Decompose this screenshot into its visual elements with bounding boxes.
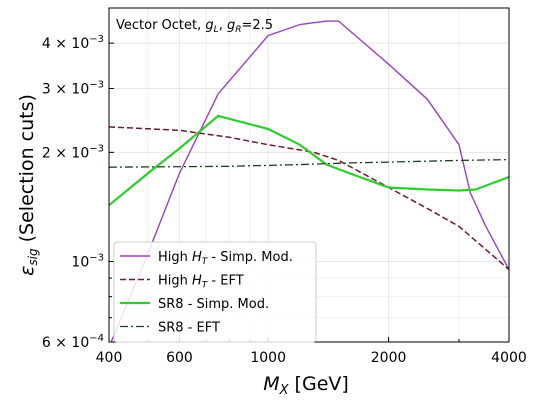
legend-label-1: High HT - EFT xyxy=(158,274,244,291)
y-tick-label: 10−3 xyxy=(71,253,104,271)
y-axis-title-rest: (Selection cuts) xyxy=(16,94,38,248)
series-layer xyxy=(109,20,509,342)
legend-sub: T xyxy=(202,257,209,267)
y-tick-exponent: −3 xyxy=(89,143,104,154)
legend-var: H xyxy=(192,274,202,289)
y-tick-exponent: −3 xyxy=(89,34,104,45)
x-axis-title-unit: [GeV] xyxy=(289,373,349,395)
x-tick-label: 2000 xyxy=(371,350,407,366)
y-tick-mantissa: 4 × 10 xyxy=(42,36,89,52)
y-tick-exponent: −3 xyxy=(89,253,104,264)
series-line-2 xyxy=(109,114,509,207)
legend-label-0: High HT - Simp. Mod. xyxy=(158,250,293,267)
legend-text: High xyxy=(158,274,192,289)
y-axis-title-sub: sig xyxy=(26,248,40,266)
series-line-1 xyxy=(109,126,509,271)
annotation-gr-sub: R xyxy=(235,25,241,35)
annotation-gr: g xyxy=(227,18,235,33)
chart-annotation: Vector Octet, gL, gR=2.5 xyxy=(116,18,273,35)
y-tick-exponent: −3 xyxy=(89,79,104,90)
y-axis-title-main: ε xyxy=(16,266,38,276)
legend-text: SR8 - Simp. Mod. xyxy=(158,297,269,312)
y-tick-mantissa: 2 × 10 xyxy=(42,145,89,161)
y-tick-exponent: −4 xyxy=(89,333,104,344)
y-tick-mantissa: 6 × 10 xyxy=(42,335,89,351)
legend-rest: - Simp. Mod. xyxy=(207,250,293,265)
y-tick-label: 6 × 10−4 xyxy=(42,333,104,351)
legend-sub: T xyxy=(202,281,209,291)
annotation-suffix: =2.5 xyxy=(241,18,273,33)
x-tick-label: 4000 xyxy=(491,350,527,366)
y-tick-label: 4 × 10−3 xyxy=(42,34,104,52)
legend-label-2: SR8 - Simp. Mod. xyxy=(158,297,269,312)
legend-rest: - EFT xyxy=(207,274,243,289)
legend-label-3: SR8 - EFT xyxy=(158,321,220,336)
x-axis-title-main: M xyxy=(263,373,279,395)
series-line-0 xyxy=(110,20,509,342)
legend-text: SR8 - EFT xyxy=(158,321,220,336)
y-tick-label: 2 × 10−3 xyxy=(42,143,104,161)
y-axis-title: εsig (Selection cuts) xyxy=(16,94,40,276)
y-tick-mantissa: 10 xyxy=(71,255,89,271)
x-tick-label: 1000 xyxy=(250,350,286,366)
x-axis-title-sub: X xyxy=(279,383,290,398)
annotation-gl: g xyxy=(205,18,213,33)
x-tick-label: 600 xyxy=(166,350,193,366)
series-line-3 xyxy=(109,158,509,168)
y-tick-mantissa: 3 × 10 xyxy=(42,81,89,97)
y-tick-label: 3 × 10−3 xyxy=(42,79,104,97)
legend-box xyxy=(113,241,317,343)
x-tick-label: 400 xyxy=(96,350,123,366)
annotation-sep: , xyxy=(219,18,227,33)
legend-var: H xyxy=(192,250,202,265)
annotation-prefix: Vector Octet, xyxy=(116,18,205,33)
legend-text: High xyxy=(158,250,192,265)
annotation-gl-sub: L xyxy=(214,25,219,35)
x-axis-title: MX [GeV] xyxy=(263,373,349,398)
